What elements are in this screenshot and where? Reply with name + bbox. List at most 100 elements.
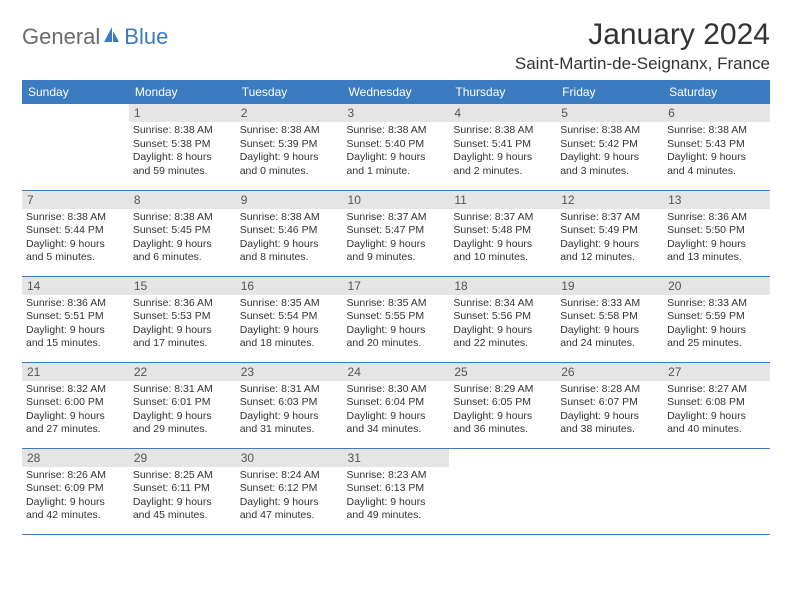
day-info-line: and 12 minutes. (560, 251, 659, 265)
day-number: 24 (343, 363, 450, 381)
day-info: Sunrise: 8:38 AMSunset: 5:46 PMDaylight:… (240, 211, 339, 266)
day-number: 19 (556, 277, 663, 295)
day-info-line: and 17 minutes. (133, 337, 232, 351)
day-info-line: and 9 minutes. (347, 251, 446, 265)
day-cell: 1 Sunrise: 8:38 AMSunset: 5:38 PMDaylight… (129, 104, 236, 190)
day-number: 28 (22, 449, 129, 467)
day-cell: 19 Sunrise: 8:33 AMSunset: 5:58 PMDayligh… (556, 276, 663, 362)
day-info: Sunrise: 8:36 AMSunset: 5:50 PMDaylight:… (667, 211, 766, 266)
day-info-line: Sunset: 6:08 PM (667, 396, 766, 410)
day-info-line: and 18 minutes. (240, 337, 339, 351)
day-info-line: Daylight: 9 hours (667, 410, 766, 424)
day-number: 17 (343, 277, 450, 295)
day-info-line: and 10 minutes. (453, 251, 552, 265)
day-number: 13 (663, 191, 770, 209)
day-info-line: Sunset: 5:48 PM (453, 224, 552, 238)
day-info-line: Sunrise: 8:28 AM (560, 383, 659, 397)
day-cell: 27Sunrise: 8:27 AMSunset: 6:08 PMDayligh… (663, 362, 770, 448)
day-info-line: Sunset: 6:00 PM (26, 396, 125, 410)
day-info-line: Sunset: 5:51 PM (26, 310, 125, 324)
day-info-line: Sunrise: 8:25 AM (133, 469, 232, 483)
day-info-line: Daylight: 9 hours (453, 410, 552, 424)
day-info-line: Sunrise: 8:35 AM (240, 297, 339, 311)
day-cell: 12 Sunrise: 8:37 AMSunset: 5:49 PMDayligh… (556, 190, 663, 276)
day-info-line: Daylight: 9 hours (347, 324, 446, 338)
day-info-line: and 47 minutes. (240, 509, 339, 523)
day-info-line: Sunset: 6:04 PM (347, 396, 446, 410)
day-info-line: Daylight: 9 hours (26, 496, 125, 510)
day-number: 30 (236, 449, 343, 467)
day-info-line: Daylight: 9 hours (560, 238, 659, 252)
day-info-line: and 59 minutes. (133, 165, 232, 179)
day-info-line: and 2 minutes. (453, 165, 552, 179)
day-info-line: Sunset: 5:44 PM (26, 224, 125, 238)
day-number: 31 (343, 449, 450, 467)
day-info-line: Sunset: 6:07 PM (560, 396, 659, 410)
day-info-line: Sunrise: 8:30 AM (347, 383, 446, 397)
day-number: 14 (22, 277, 129, 295)
day-info-line: Daylight: 9 hours (667, 151, 766, 165)
day-cell: 16Sunrise: 8:35 AMSunset: 5:54 PMDayligh… (236, 276, 343, 362)
day-info-line: Daylight: 9 hours (133, 324, 232, 338)
day-of-week-row: Sunday Monday Tuesday Wednesday Thursday… (22, 80, 770, 104)
day-info-line: Daylight: 9 hours (240, 151, 339, 165)
day-info-line: Daylight: 9 hours (560, 324, 659, 338)
day-info-line: and 15 minutes. (26, 337, 125, 351)
day-info-line: Sunset: 6:11 PM (133, 482, 232, 496)
day-info-line: Sunset: 5:58 PM (560, 310, 659, 324)
day-info-line: and 24 minutes. (560, 337, 659, 351)
day-info-line: and 6 minutes. (133, 251, 232, 265)
week-row: 7Sunrise: 8:38 AMSunset: 5:44 PMDaylight… (22, 190, 770, 276)
day-info-line: Daylight: 9 hours (560, 410, 659, 424)
day-info-line: Sunrise: 8:24 AM (240, 469, 339, 483)
day-info-line: Sunrise: 8:38 AM (560, 124, 659, 138)
week-row: 28Sunrise: 8:26 AMSunset: 6:09 PMDayligh… (22, 448, 770, 534)
day-info-line: Daylight: 9 hours (26, 238, 125, 252)
day-cell: 14Sunrise: 8:36 AMSunset: 5:51 PMDayligh… (22, 276, 129, 362)
day-cell: 13 Sunrise: 8:36 AMSunset: 5:50 PMDayligh… (663, 190, 770, 276)
day-cell (22, 104, 129, 190)
calendar-page: General Blue January 2024 Saint-Martin-d… (0, 0, 792, 545)
day-info: Sunrise: 8:35 AMSunset: 5:55 PMDaylight:… (347, 297, 446, 352)
page-title: January 2024 (515, 18, 770, 52)
day-info-line: Sunrise: 8:31 AM (240, 383, 339, 397)
day-number: 12 (556, 191, 663, 209)
week-row: 1Sunrise: 8:38 AMSunset: 5:38 PMDaylight… (22, 104, 770, 190)
day-number: 20 (663, 277, 770, 295)
day-cell: 24 Sunrise: 8:30 AMSunset: 6:04 PMDayligh… (343, 362, 450, 448)
day-info: Sunrise: 8:38 AMSunset: 5:39 PMDaylight:… (240, 124, 339, 179)
day-number: 25 (449, 363, 556, 381)
day-info: Sunrise: 8:30 AMSunset: 6:04 PMDaylight:… (347, 383, 446, 438)
day-info-line: Sunrise: 8:23 AM (347, 469, 446, 483)
day-info-line: Sunset: 6:05 PM (453, 396, 552, 410)
day-info-line: Sunrise: 8:38 AM (133, 211, 232, 225)
day-cell: 23Sunrise: 8:31 AMSunset: 6:03 PMDayligh… (236, 362, 343, 448)
day-info-line: Sunrise: 8:36 AM (26, 297, 125, 311)
day-info-line: Sunset: 5:38 PM (133, 138, 232, 152)
day-info-line: Daylight: 9 hours (133, 410, 232, 424)
day-info-line: Sunset: 5:59 PM (667, 310, 766, 324)
day-info: Sunrise: 8:33 AMSunset: 5:58 PMDaylight:… (560, 297, 659, 352)
day-info: Sunrise: 8:38 AMSunset: 5:38 PMDaylight:… (133, 124, 232, 179)
day-info-line: Sunset: 5:42 PM (560, 138, 659, 152)
day-number: 18 (449, 277, 556, 295)
day-info-line: and 40 minutes. (667, 423, 766, 437)
week-row: 14 Sunrise: 8:36 AMSunset: 5:51 PM Dayligh… (22, 276, 770, 362)
day-info: Sunrise: 8:37 AMSunset: 5:49 PMDaylight:… (560, 211, 659, 266)
day-cell: 20 Sunrise: 8:33 AMSunset: 5:59 PMDayligh… (663, 276, 770, 362)
day-cell: 18Sunrise: 8:34 AMSunset: 5:56 PMDayligh… (449, 276, 556, 362)
day-number: 1 (129, 104, 236, 122)
day-number: 5 (556, 104, 663, 122)
day-info: Sunrise: 8:37 AMSunset: 5:48 PMDaylight:… (453, 211, 552, 266)
day-info-line: and 3 minutes. (560, 165, 659, 179)
day-info-line: Sunrise: 8:38 AM (133, 124, 232, 138)
day-cell: 17 Sunrise: 8:35 AMSunset: 5:55 PMDayligh… (343, 276, 450, 362)
dow-tue: Tuesday (236, 80, 343, 104)
day-info-line: Sunset: 5:55 PM (347, 310, 446, 324)
day-info: Sunrise: 8:24 AMSunset: 6:12 PMDaylight:… (240, 469, 339, 524)
day-info-line: and 49 minutes. (347, 509, 446, 523)
day-cell: 10Sunrise: 8:37 AMSunset: 5:47 PMDayligh… (343, 190, 450, 276)
day-info-line: Sunrise: 8:27 AM (667, 383, 766, 397)
day-info-line: Daylight: 9 hours (347, 410, 446, 424)
day-info: Sunrise: 8:33 AMSunset: 5:59 PMDaylight:… (667, 297, 766, 352)
